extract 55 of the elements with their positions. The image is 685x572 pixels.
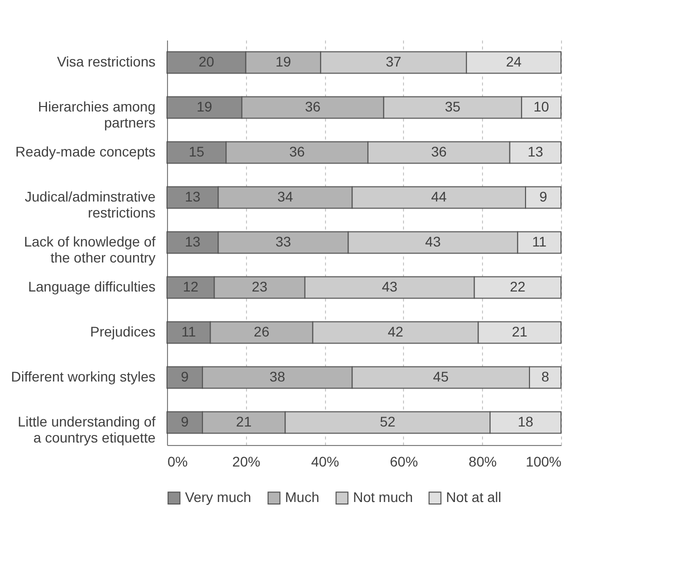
data-label: 34 xyxy=(277,188,294,204)
data-label: 11 xyxy=(181,324,196,340)
data-label: 37 xyxy=(386,54,402,70)
data-label: 23 xyxy=(252,278,268,294)
data-label: 21 xyxy=(512,324,528,340)
data-label: 10 xyxy=(534,98,550,114)
x-tick-label: 40% xyxy=(311,454,340,470)
data-label: 36 xyxy=(289,144,306,160)
data-label: 22 xyxy=(510,278,526,294)
data-label: 21 xyxy=(236,414,252,430)
data-label: 52 xyxy=(380,414,396,430)
data-label: 42 xyxy=(388,324,404,340)
y-tick-label: Lack of knowledge of the other country xyxy=(24,234,156,266)
legend-label: Much xyxy=(285,489,320,506)
data-label: 38 xyxy=(270,368,286,384)
y-tick-label: Language difficulties xyxy=(28,278,156,294)
data-label: 13 xyxy=(528,144,544,160)
x-tick-label: 0% xyxy=(168,454,188,470)
y-tick-label: Little understanding of a countrys etiquette xyxy=(18,414,156,446)
y-tick-label: Ready-made concepts xyxy=(15,144,156,160)
data-label: 18 xyxy=(518,414,534,430)
legend-label: Very much xyxy=(185,489,252,506)
data-label: 13 xyxy=(184,234,201,250)
x-tick-label: 80% xyxy=(468,454,497,470)
legend-label: Not at all xyxy=(446,489,502,506)
data-label: 11 xyxy=(532,234,547,250)
data-label: 43 xyxy=(382,278,398,294)
data-label: 12 xyxy=(182,278,199,294)
data-label: 9 xyxy=(180,368,189,384)
data-label: 19 xyxy=(275,54,292,70)
data-label: 36 xyxy=(431,144,447,160)
y-tick-label: Visa restrictions xyxy=(56,54,156,70)
x-tick-label: 100% xyxy=(526,454,562,470)
data-label: 20 xyxy=(198,54,214,70)
data-label: 24 xyxy=(506,54,522,70)
y-tick-label: Different working styles xyxy=(11,368,156,384)
data-label: 35 xyxy=(444,98,461,114)
y-tick-label: Judical/adminstrative restrictions xyxy=(24,188,156,220)
data-label: 13 xyxy=(184,188,201,204)
data-label: 19 xyxy=(196,98,212,114)
data-label: 45 xyxy=(433,368,449,384)
data-label: 44 xyxy=(431,188,447,204)
y-tick-label: Prejudices xyxy=(90,324,156,340)
data-label: 26 xyxy=(254,324,270,340)
x-tick-label: 20% xyxy=(232,454,260,470)
data-label: 9 xyxy=(539,188,548,204)
data-label: 43 xyxy=(425,234,441,250)
data-label: 33 xyxy=(275,234,292,250)
data-label: 15 xyxy=(188,144,205,160)
data-label: 8 xyxy=(541,368,550,384)
x-tick-label: 60% xyxy=(390,454,418,470)
data-label: 36 xyxy=(304,98,321,114)
y-tick-label: Hierarchies among partners xyxy=(38,98,156,130)
legend-label: Not much xyxy=(353,489,413,506)
data-label: 9 xyxy=(180,414,189,430)
